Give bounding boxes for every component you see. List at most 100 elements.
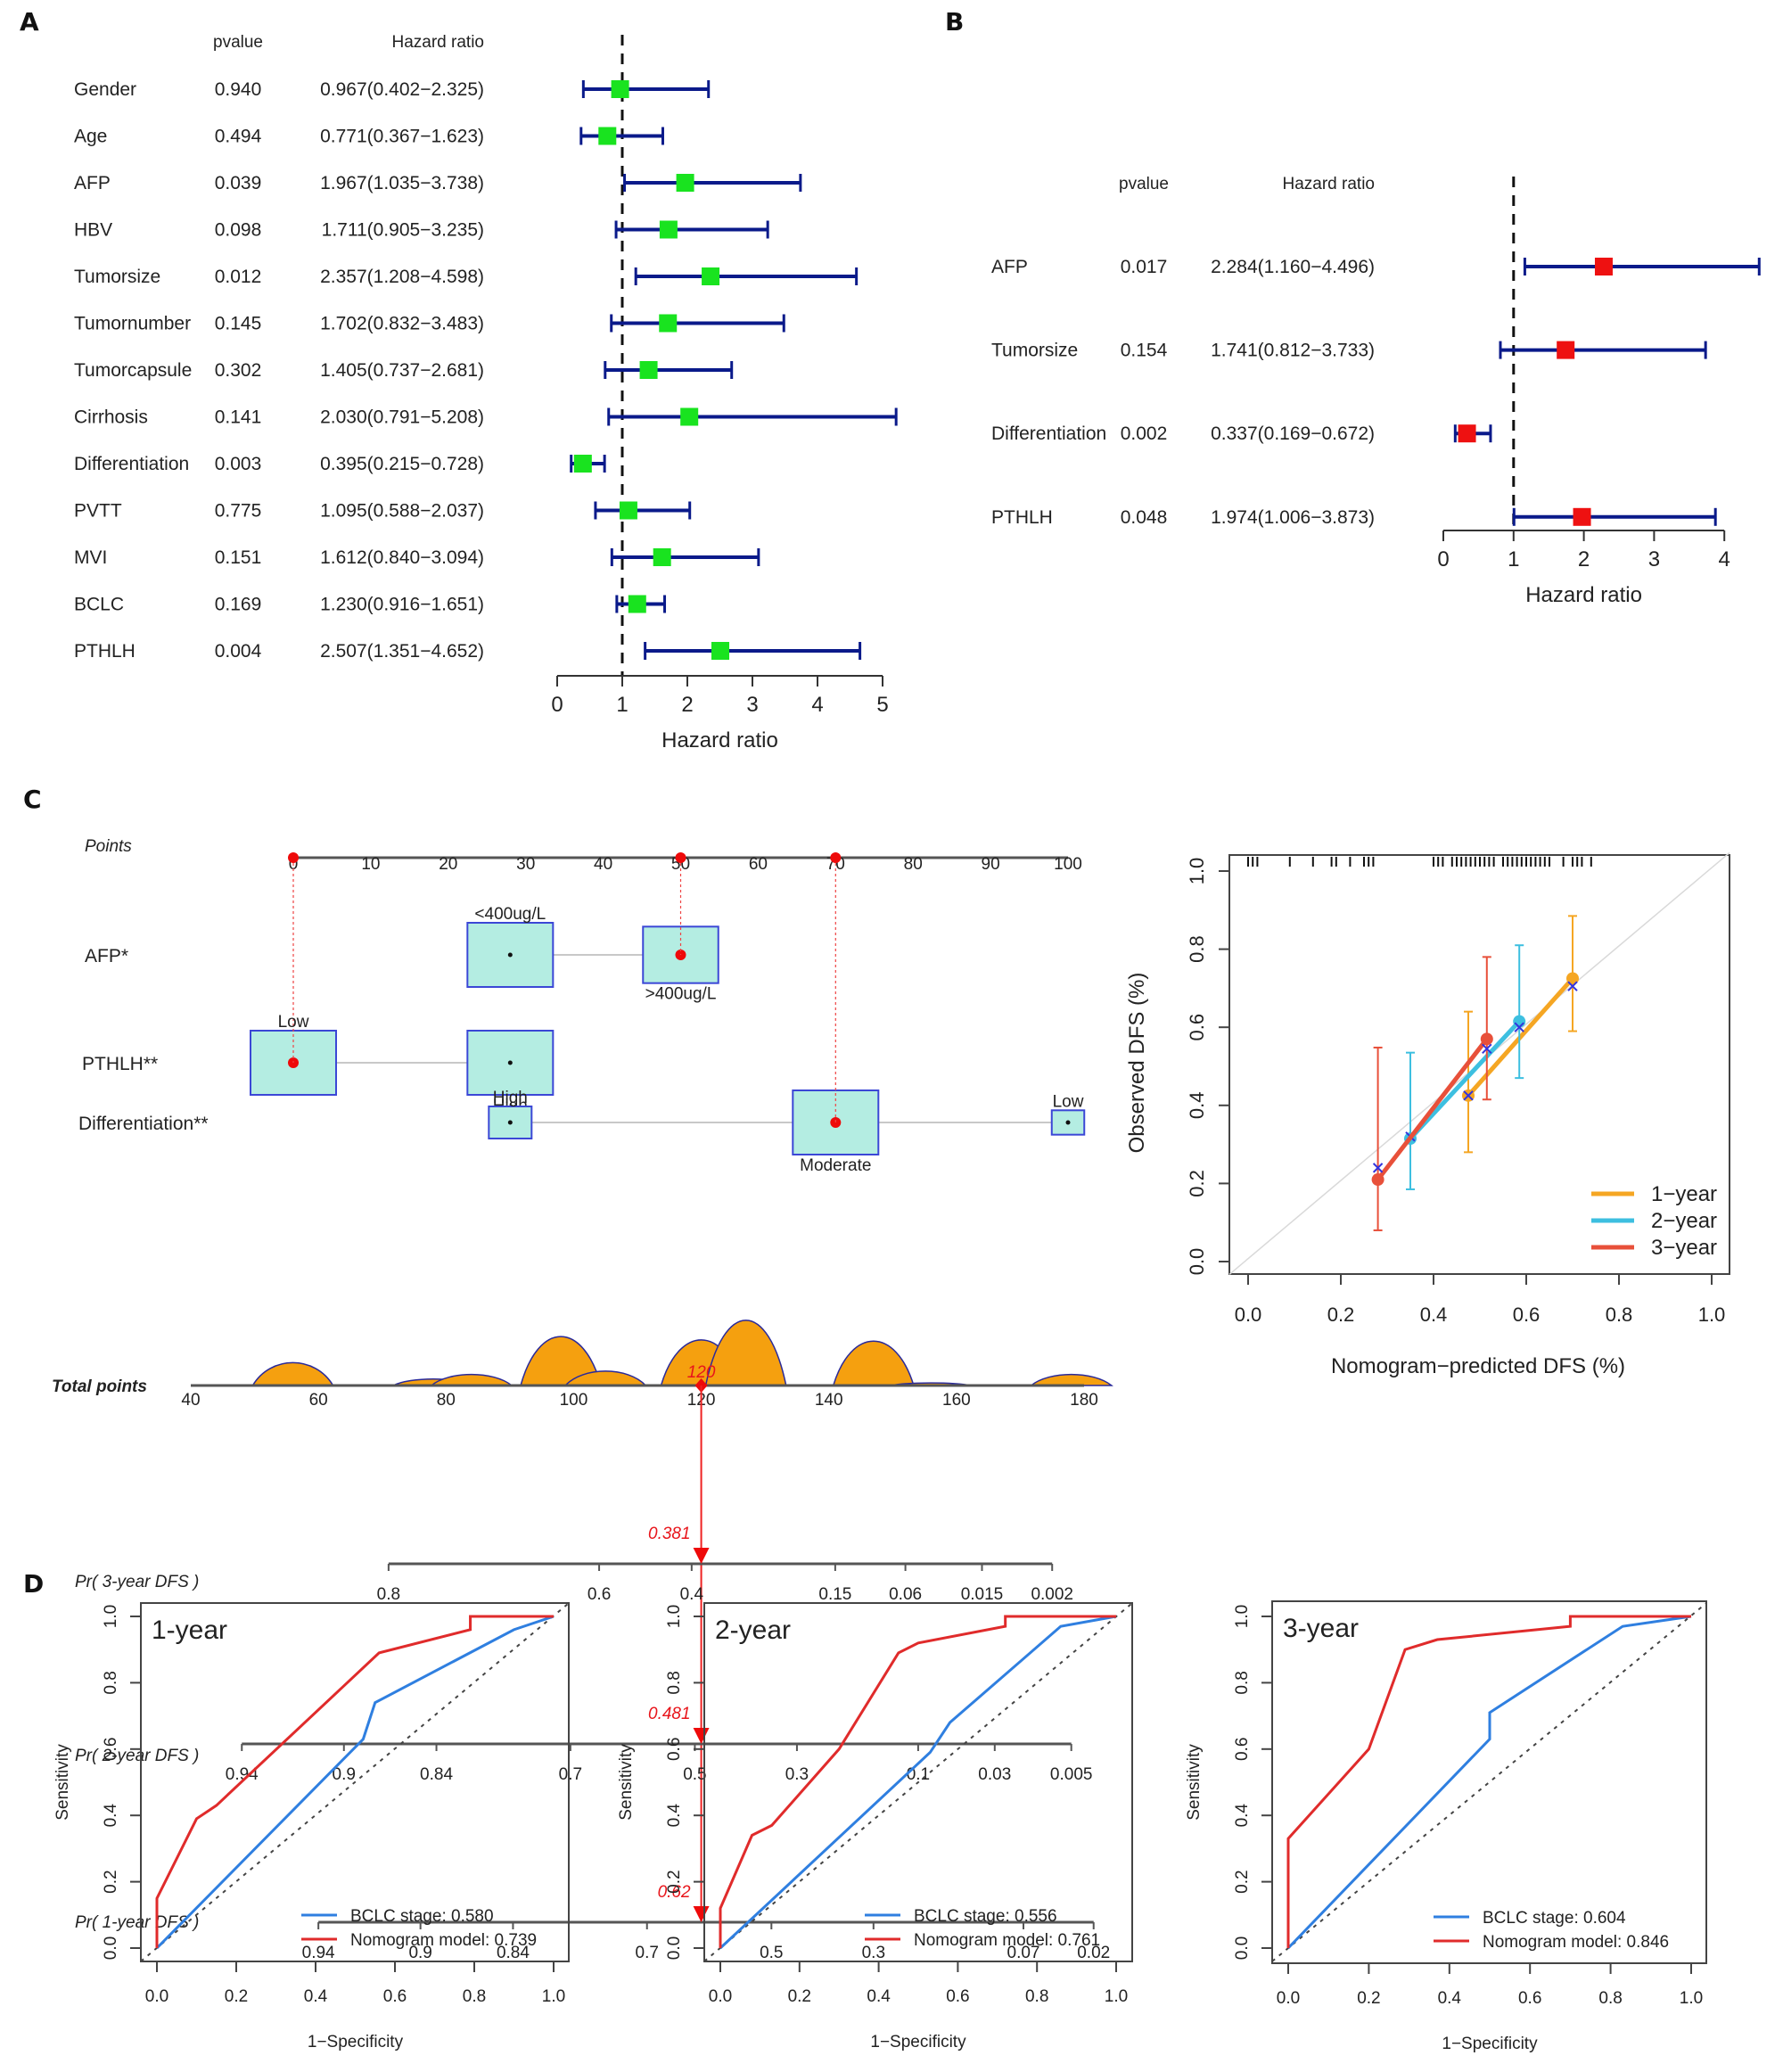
y-tick-label: 0.4 <box>1186 1092 1208 1120</box>
y-tick-label: 0.6 <box>665 1738 684 1761</box>
probability-tick-label: 0.8 <box>377 1585 400 1604</box>
row-hazard-ratio-text: 0.337(0.169−0.672) <box>1211 423 1375 444</box>
x-tick-label: 0.2 <box>788 1987 811 2006</box>
column-header-pvalue: pvalue <box>213 33 263 52</box>
hr-marker <box>711 642 730 660</box>
level-label: Low <box>1053 1092 1084 1111</box>
probability-tick-label: 0.7 <box>636 1944 659 1962</box>
legend-label: BCLC stage: 0.556 <box>914 1907 1057 1926</box>
x-tick-label: 5 <box>876 693 888 717</box>
legend-label: Nomogram model: 0.739 <box>350 1931 537 1950</box>
row-label: AFP <box>74 173 111 193</box>
x-tick-label: 0.8 <box>1025 1987 1048 2006</box>
row-pvalue: 0.002 <box>1121 423 1168 444</box>
chance-diagonal <box>703 1602 1133 1962</box>
selected-points-marker <box>675 852 686 863</box>
y-tick-label: 0.2 <box>1186 1170 1208 1197</box>
row-pvalue: 0.004 <box>215 641 262 662</box>
row-hazard-ratio-text: 1.095(0.588−2.037) <box>320 501 484 522</box>
roc-curve <box>719 1615 1117 1950</box>
total-points-tick-label: 80 <box>437 1391 456 1410</box>
panel-title: 3-year <box>1283 1614 1359 1643</box>
legend-label: 3−year <box>1651 1236 1717 1260</box>
y-tick-label: 0.2 <box>1233 1870 1252 1893</box>
row-pvalue: 0.494 <box>215 127 262 147</box>
calibration-point <box>1371 1173 1384 1187</box>
bias-corrected-marker <box>1514 1022 1524 1032</box>
x-tick-label: 0 <box>551 693 563 717</box>
legend-label: BCLC stage: 0.580 <box>350 1907 494 1926</box>
forest-row: Cirrhosis 0.141 2.030(0.791−5.208) <box>74 407 898 428</box>
row-pvalue: 0.003 <box>215 454 262 474</box>
hr-marker <box>1573 507 1591 526</box>
probability-tick-label: 0.15 <box>818 1585 851 1604</box>
probability-tick-label: 0.015 <box>961 1585 1004 1604</box>
row-pvalue: 0.017 <box>1121 257 1168 277</box>
row-pvalue: 0.151 <box>215 547 262 568</box>
row-label: AFP <box>991 257 1028 277</box>
total-points-tick-label: 60 <box>309 1391 328 1410</box>
row-hazard-ratio-text: 1.711(0.905−3.235) <box>322 220 484 241</box>
y-tick-label: 0.8 <box>1186 935 1208 963</box>
points-tick-label: 10 <box>361 855 380 874</box>
row-label: Tumornumber <box>74 314 191 334</box>
roc-plot-2-year: 0.0 0.2 0.4 0.6 0.8 1.0 0.0 0.2 0.4 0.6 0.8 1.0 1−Sp… <box>617 1602 1133 2051</box>
forest-row: AFP 0.039 1.967(1.035−3.738) <box>74 173 802 193</box>
hr-marker <box>639 361 658 379</box>
total-points-label: Total points <box>52 1377 147 1396</box>
panel-letter-c: C <box>23 785 42 814</box>
nomogram-variable: Differentiation** High Moderate Low <box>78 858 1086 1175</box>
panel-letter-a: A <box>20 7 39 37</box>
density-bump <box>251 1361 334 1386</box>
hr-marker <box>573 455 592 473</box>
row-label: Cirrhosis <box>74 407 148 428</box>
y-tick-label: 0.6 <box>102 1738 120 1761</box>
probability-tick-label: 0.03 <box>978 1765 1011 1784</box>
forest-row: Age 0.494 0.771(0.367−1.623) <box>74 127 664 147</box>
hr-marker <box>659 314 678 333</box>
probability-tick-label: 0.94 <box>302 1944 335 1962</box>
hr-marker <box>659 220 678 239</box>
x-tick-label: 0.0 <box>145 1987 168 2006</box>
forest-plot-a: pvalue Hazard ratio Gender 0.940 0.967(0.402… <box>74 33 898 752</box>
row-label: Gender <box>74 79 136 100</box>
x-tick-label: 0.4 <box>1438 1989 1462 2008</box>
x-tick-label: 0.0 <box>1235 1303 1262 1326</box>
row-hazard-ratio-text: 2.507(1.351−4.652) <box>320 641 484 662</box>
probability-tick-label: 0.07 <box>1007 1944 1040 1962</box>
points-tick-label: 80 <box>904 855 923 874</box>
y-tick-label: 1.0 <box>102 1605 120 1628</box>
row-pvalue: 0.098 <box>215 220 262 241</box>
bias-corrected-marker <box>1482 1043 1492 1054</box>
forest-row: Differentiation 0.002 0.337(0.169−0.672) <box>991 423 1492 444</box>
panel-title: 2-year <box>715 1616 791 1645</box>
forest-row: Tumorsize 0.012 2.357(1.208−4.598) <box>74 267 859 287</box>
calibration-plot: 0.0 0.2 0.4 0.6 0.8 1.0 0.0 0.2 0.4 0.6 0.8 1.0 Nomo… <box>1125 851 1730 1378</box>
y-tick-label: 0.4 <box>665 1804 684 1828</box>
row-label: Tumorcapsule <box>74 360 192 381</box>
row-hazard-ratio-text: 2.030(0.791−5.208) <box>320 407 484 428</box>
forest-row: BCLC 0.169 1.230(0.916−1.651) <box>74 595 667 615</box>
row-label: MVI <box>74 547 107 568</box>
x-tick-label: 0.2 <box>225 1987 248 2006</box>
total-points-tick-label: 180 <box>1070 1391 1098 1410</box>
points-tick-label: 90 <box>982 855 1000 874</box>
y-tick-label: 1.0 <box>665 1605 684 1628</box>
x-tick-label: 0.8 <box>463 1987 486 2006</box>
row-hazard-ratio-text: 1.230(0.916−1.651) <box>320 595 484 615</box>
row-hazard-ratio-text: 0.967(0.402−2.325) <box>320 79 484 100</box>
column-header-hazard-ratio: Hazard ratio <box>392 33 485 52</box>
forest-row: PTHLH 0.004 2.507(1.351−4.652) <box>74 641 862 662</box>
hr-marker <box>1594 258 1613 275</box>
probability-tick-label: 0.94 <box>226 1765 259 1784</box>
hr-marker <box>653 548 671 566</box>
x-tick-label: 3 <box>746 693 758 717</box>
variable-label: AFP* <box>85 946 128 966</box>
bias-corrected-marker <box>1567 981 1578 991</box>
x-tick-label: 0.0 <box>709 1987 732 2006</box>
plot-frame <box>1228 854 1730 1275</box>
x-tick-label: 0.8 <box>1598 1989 1622 2008</box>
row-pvalue: 0.154 <box>1121 341 1168 361</box>
x-tick-label: 1.0 <box>1680 1989 1703 2008</box>
